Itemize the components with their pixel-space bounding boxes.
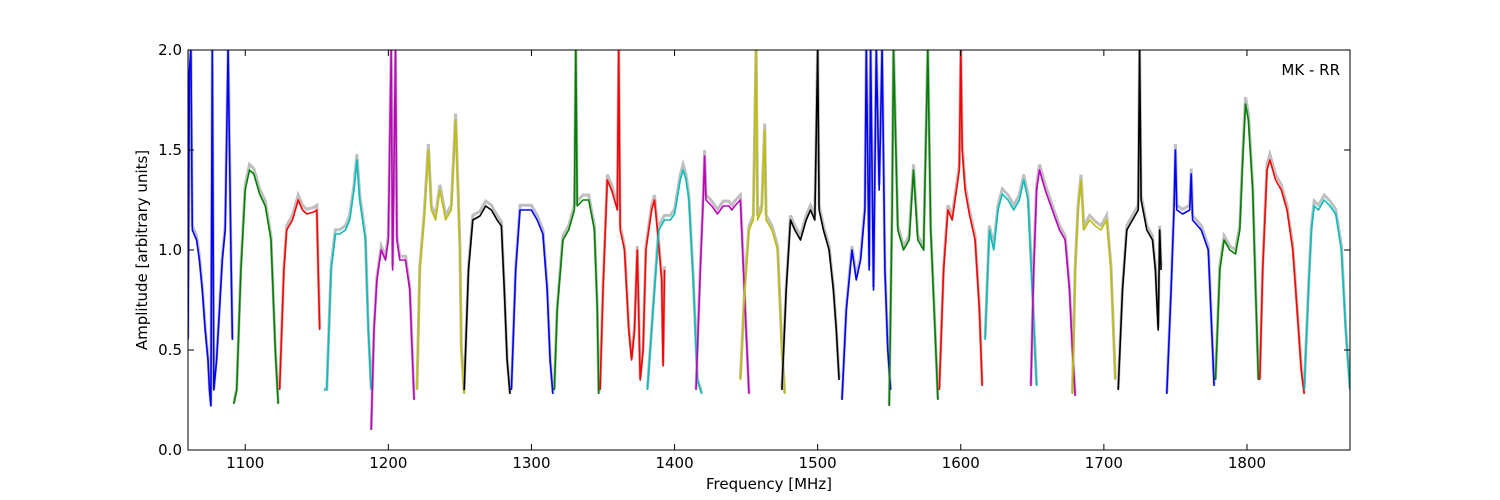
tick-layer: 1100 1200 1300 1400 1500 1600 1700 1800 0.0 0.5 1.…	[158, 41, 1350, 472]
x-tick-label: 1300	[512, 454, 550, 472]
series-layer	[188, 50, 1350, 431]
series-18-line	[984, 179, 1038, 387]
x-tick-label: 1500	[799, 454, 837, 472]
series-4-line	[323, 159, 372, 391]
series-23-line	[1214, 103, 1260, 381]
x-tick-label: 1400	[655, 454, 693, 472]
x-tick-label: 1600	[942, 454, 980, 472]
series-3-line	[278, 199, 321, 391]
series-20-line	[1071, 179, 1117, 395]
series-16-line	[888, 50, 939, 407]
y-tick-label: 1.0	[158, 241, 182, 259]
y-tick-label: 0.0	[158, 441, 182, 459]
x-axis-label: Frequency [MHz]	[706, 475, 832, 493]
y-axis-label: Amplitude [arbitrary units]	[133, 150, 151, 350]
x-tick-label: 1100	[226, 454, 264, 472]
x-tick-label: 1700	[1085, 454, 1123, 472]
series-10-line	[599, 50, 666, 391]
series-19-line	[1030, 169, 1076, 397]
series-1-line	[188, 50, 234, 407]
series-21-line	[1117, 50, 1162, 391]
y-tick-label: 2.0	[158, 41, 182, 59]
x-tick-label: 1200	[369, 454, 407, 472]
y-tick-label: 0.5	[158, 341, 182, 359]
series-17-background-line	[937, 50, 984, 389]
series-25-line	[1303, 199, 1350, 391]
series-8-line	[510, 209, 554, 395]
series-12-line	[695, 155, 750, 395]
annotation-label: MK - RR	[1281, 61, 1340, 79]
series-14-line	[781, 50, 840, 391]
series-15-line	[841, 50, 892, 401]
series-9-line	[553, 50, 600, 395]
series-7-line	[463, 205, 511, 395]
series-24-line	[1259, 159, 1305, 395]
series-5-line	[370, 50, 415, 431]
y-tick-label: 1.5	[158, 141, 182, 159]
series-2-line	[233, 169, 279, 405]
series-17-line	[938, 50, 983, 391]
series-13-line	[739, 50, 786, 395]
x-tick-label: 1800	[1228, 454, 1266, 472]
series-22-line	[1166, 149, 1215, 395]
series-6-line	[416, 119, 465, 395]
series-11-line	[646, 169, 703, 395]
